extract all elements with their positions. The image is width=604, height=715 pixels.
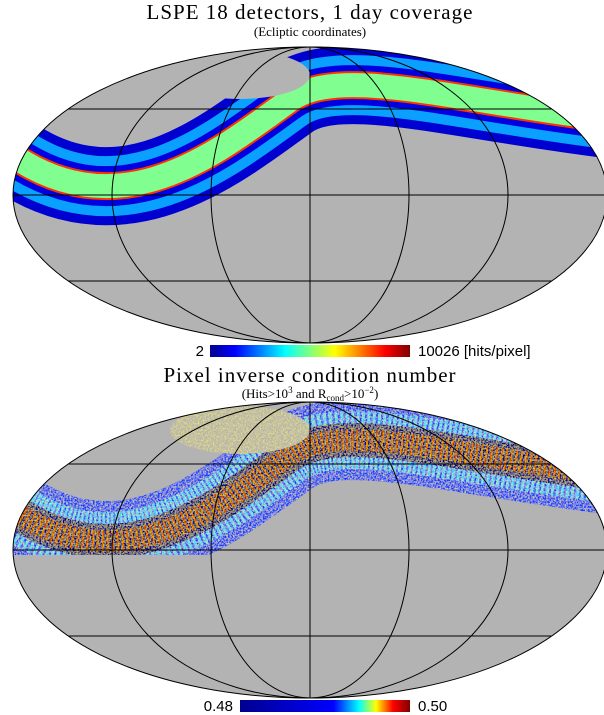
panel-subtitle: (Hits>103 and Rcond>10−2) — [242, 385, 379, 403]
subtitle-part: ) — [374, 386, 378, 401]
colorbar-min: 0.48 — [204, 698, 233, 715]
colorbar — [240, 700, 410, 712]
panel-title: LSPE 18 detectors, 1 day coverage — [147, 0, 474, 24]
panel-subtitle: (Ecliptic coordinates) — [254, 24, 366, 39]
subtitle-sup: 3 — [288, 385, 293, 395]
colorbar-max: 0.50 — [418, 698, 447, 715]
subtitle-sup: −2 — [364, 385, 374, 395]
panel-title: Pixel inverse condition number — [163, 363, 456, 387]
colorbar-unit: [hits/pixel] — [464, 343, 531, 360]
subtitle-part: >10 — [344, 386, 364, 401]
subtitle-part: and R — [293, 386, 327, 401]
sky-map — [12, 401, 604, 699]
subtitle-sub: cond — [327, 393, 345, 403]
colorbar — [210, 345, 410, 357]
subtitle-part: (Hits>10 — [242, 386, 288, 401]
colorbar-min: 2 — [196, 343, 204, 360]
colorbar-max: 10026 [hits/pixel] — [418, 343, 531, 360]
sky-map — [12, 46, 604, 344]
colorbar-max: 10026 — [418, 343, 460, 360]
